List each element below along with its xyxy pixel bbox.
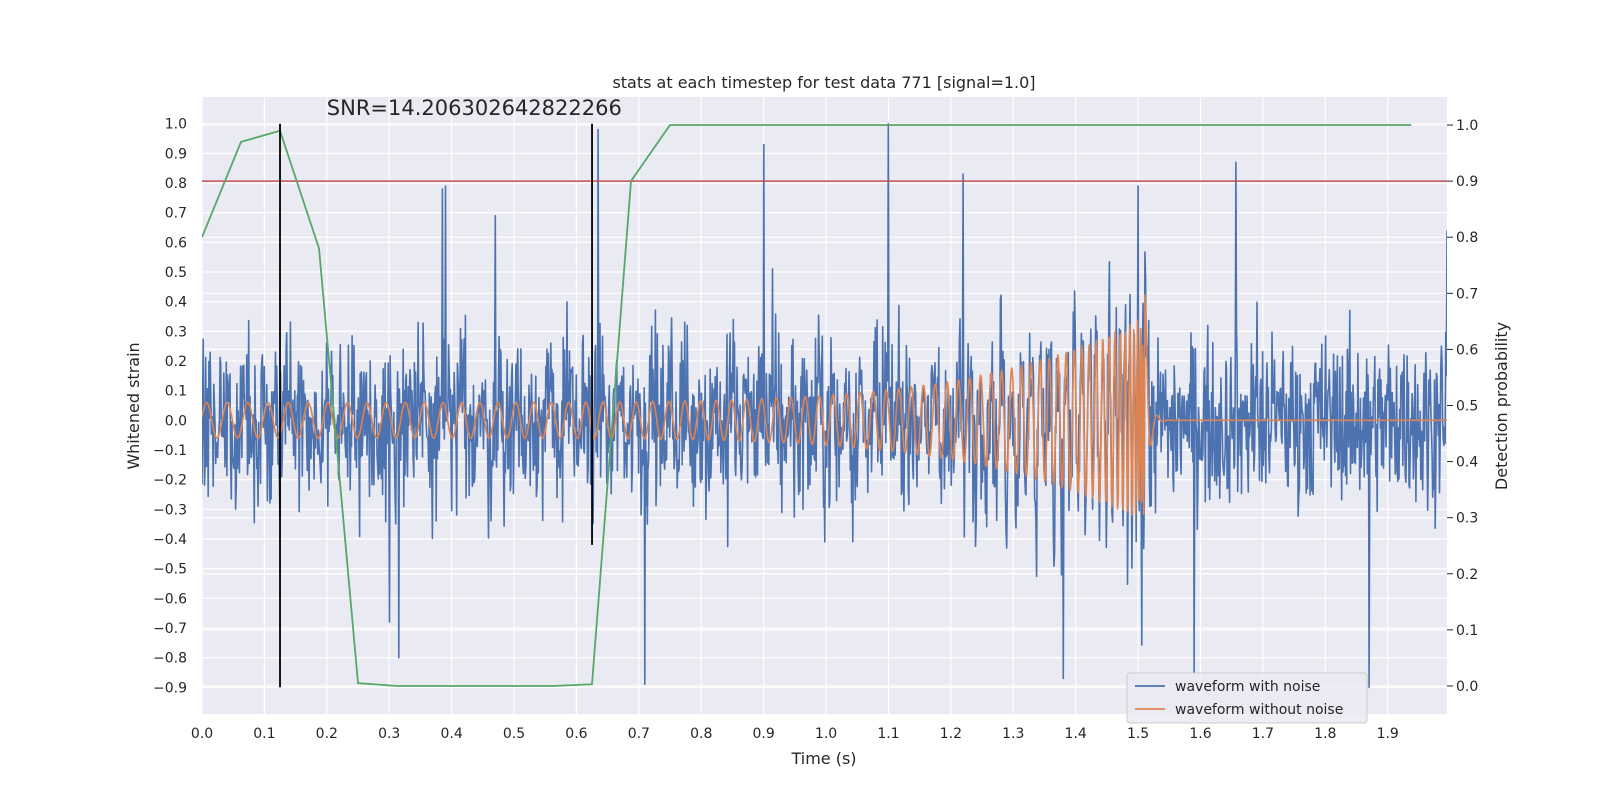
y-left-tick-labels: −0.9 −0.8 −0.7 −0.6 −0.5 −0.4 −0.3 −0.2 −0.1 0.0 0… — [153, 117, 187, 697]
x-tick-label-15: 1.5 — [1127, 726, 1149, 742]
snr-annotation: SNR=14.206302642822266 — [327, 96, 622, 120]
x-tick-label-0: 0.0 — [191, 726, 213, 742]
y-left-tick-label-11: 0.2 — [165, 354, 187, 370]
y-left-tick-label-13: 0.4 — [165, 295, 187, 311]
series-layer — [202, 122, 1447, 689]
y-left-tick-label-5: −0.4 — [153, 532, 187, 548]
x-tick-labels: 0.0 0.1 0.2 0.3 0.4 0.5 0.6 0.7 0.8 0.9 1.0 1.1 1.2 1… — [191, 726, 1399, 742]
y-left-tick-label-2: −0.7 — [153, 621, 187, 637]
x-tick-label-16: 1.6 — [1189, 726, 1211, 742]
x-tick-label-11: 1.1 — [877, 726, 899, 742]
x-tick-label-6: 0.6 — [565, 726, 587, 742]
y-left-tick-label-19: 1.0 — [165, 117, 187, 133]
y-left-tick-label-16: 0.7 — [165, 206, 187, 222]
y-right-tick-labels: 0.0 0.1 0.2 0.3 0.4 0.5 0.6 0.7 0.8 0.9 1.0 — [1447, 118, 1478, 695]
y-axis-right-label: Detection probability — [1492, 322, 1511, 490]
y-left-tick-label-10: 0.1 — [165, 384, 187, 400]
x-tick-label-14: 1.4 — [1065, 726, 1087, 742]
y-left-tick-label-9: 0.0 — [165, 413, 187, 429]
x-tick-label-12: 1.2 — [940, 726, 962, 742]
x-tick-label-17: 1.7 — [1252, 726, 1274, 742]
y-right-tick-label-4: 0.4 — [1456, 455, 1478, 471]
y-left-tick-label-8: −0.1 — [153, 443, 187, 459]
y-right-tick-label-6: 0.6 — [1456, 342, 1478, 358]
y-right-tick-label-10: 1.0 — [1456, 118, 1478, 134]
y-axis-left-label: Whitened strain — [124, 342, 143, 469]
x-tick-label-5: 0.5 — [503, 726, 525, 742]
y-left-tick-label-18: 0.9 — [165, 146, 187, 162]
y-right-tick-label-7: 0.7 — [1456, 286, 1478, 302]
legend: waveform with noise waveform without noi… — [1126, 672, 1368, 724]
y-left-tick-label-17: 0.8 — [165, 176, 187, 192]
y-right-tick-label-2: 0.2 — [1456, 567, 1478, 583]
x-tick-label-2: 0.2 — [316, 726, 338, 742]
y-left-tick-label-4: −0.5 — [153, 562, 187, 578]
y-right-tick-label-3: 0.3 — [1456, 511, 1478, 527]
y-left-tick-label-14: 0.5 — [165, 265, 187, 281]
y-left-tick-label-3: −0.6 — [153, 591, 187, 607]
y-right-tick-label-5: 0.5 — [1456, 399, 1478, 415]
y-left-tick-label-12: 0.3 — [165, 324, 187, 340]
x-tick-label-9: 0.9 — [753, 726, 775, 742]
chart-title: stats at each timestep for test data 771… — [612, 73, 1035, 92]
x-tick-label-8: 0.8 — [690, 726, 712, 742]
legend-label-noise: waveform with noise — [1175, 679, 1320, 695]
series-waveform-with-noise — [202, 122, 1447, 689]
y-left-tick-label-15: 0.6 — [165, 235, 187, 251]
legend-label-clean: waveform without noise — [1175, 702, 1343, 718]
x-tick-label-10: 1.0 — [815, 726, 837, 742]
y-left-tick-label-7: −0.2 — [153, 473, 187, 489]
series-detection-probability — [202, 124, 1412, 687]
x-tick-label-7: 0.7 — [628, 726, 650, 742]
y-right-tick-label-8: 0.8 — [1456, 230, 1478, 246]
x-tick-label-19: 1.9 — [1377, 726, 1399, 742]
y-left-tick-label-0: −0.9 — [153, 680, 187, 696]
y-left-tick-label-1: −0.8 — [153, 651, 187, 667]
x-tick-label-13: 1.3 — [1002, 726, 1024, 742]
series-waveform-without-noise — [202, 293, 1447, 516]
y-left-tick-label-6: −0.3 — [153, 502, 187, 518]
y-right-tick-label-1: 0.1 — [1456, 623, 1478, 639]
legend-box — [1126, 672, 1368, 724]
y-right-tick-label-9: 0.9 — [1456, 174, 1478, 190]
x-tick-label-4: 0.4 — [440, 726, 462, 742]
x-tick-label-18: 1.8 — [1314, 726, 1336, 742]
x-tick-label-1: 0.1 — [253, 726, 275, 742]
x-tick-label-3: 0.3 — [378, 726, 400, 742]
y-right-tick-label-0: 0.0 — [1456, 679, 1478, 695]
x-axis-label: Time (s) — [790, 749, 856, 768]
